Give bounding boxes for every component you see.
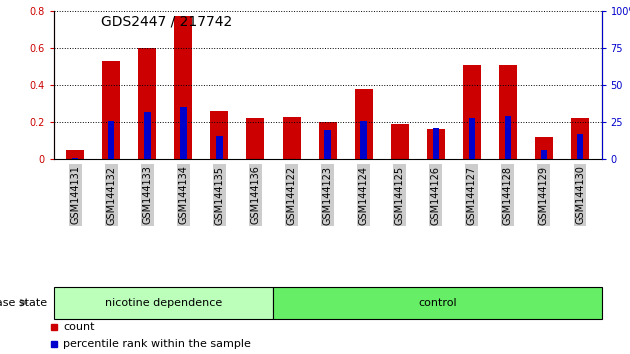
Text: GSM144133: GSM144133 bbox=[142, 166, 152, 224]
Bar bbox=[433, 128, 439, 159]
Bar bbox=[505, 116, 511, 159]
Bar bbox=[469, 118, 475, 159]
Text: percentile rank within the sample: percentile rank within the sample bbox=[63, 339, 251, 349]
Bar bbox=[273, 287, 602, 319]
Text: GSM144124: GSM144124 bbox=[358, 166, 369, 224]
Text: GSM144129: GSM144129 bbox=[539, 166, 549, 224]
Bar bbox=[216, 136, 222, 159]
Bar bbox=[360, 121, 367, 159]
Bar bbox=[180, 107, 186, 159]
Bar bbox=[54, 287, 273, 319]
Text: nicotine dependence: nicotine dependence bbox=[105, 298, 222, 308]
Bar bbox=[571, 118, 589, 159]
Bar bbox=[391, 124, 409, 159]
Bar bbox=[319, 122, 336, 159]
Text: GSM144135: GSM144135 bbox=[214, 166, 224, 224]
Text: GSM144127: GSM144127 bbox=[467, 166, 477, 225]
Bar bbox=[108, 121, 115, 159]
Text: count: count bbox=[63, 321, 94, 332]
Text: GSM144122: GSM144122 bbox=[287, 166, 297, 225]
Bar bbox=[535, 137, 553, 159]
Text: GSM144126: GSM144126 bbox=[431, 166, 441, 224]
Text: GSM144128: GSM144128 bbox=[503, 166, 513, 224]
Bar bbox=[66, 150, 84, 159]
Bar bbox=[541, 150, 547, 159]
Text: GSM144130: GSM144130 bbox=[575, 166, 585, 224]
Text: GSM144123: GSM144123 bbox=[323, 166, 333, 224]
Bar bbox=[324, 130, 331, 159]
Bar bbox=[210, 111, 229, 159]
Bar bbox=[427, 129, 445, 159]
Text: GDS2447 / 217742: GDS2447 / 217742 bbox=[101, 14, 232, 28]
Text: disease state: disease state bbox=[0, 298, 50, 308]
Bar bbox=[72, 158, 78, 159]
Text: control: control bbox=[418, 298, 457, 308]
Bar bbox=[175, 16, 192, 159]
Text: GSM144125: GSM144125 bbox=[395, 166, 404, 225]
Text: GSM144134: GSM144134 bbox=[178, 166, 188, 224]
Text: GSM144132: GSM144132 bbox=[106, 166, 117, 224]
Bar bbox=[246, 118, 265, 159]
Bar bbox=[463, 64, 481, 159]
Bar bbox=[139, 48, 156, 159]
Bar bbox=[144, 112, 151, 159]
Bar bbox=[499, 64, 517, 159]
Bar bbox=[577, 134, 583, 159]
Text: GSM144136: GSM144136 bbox=[251, 166, 260, 224]
Bar bbox=[282, 116, 301, 159]
Bar bbox=[355, 89, 373, 159]
Text: GSM144131: GSM144131 bbox=[70, 166, 80, 224]
Bar bbox=[102, 61, 120, 159]
